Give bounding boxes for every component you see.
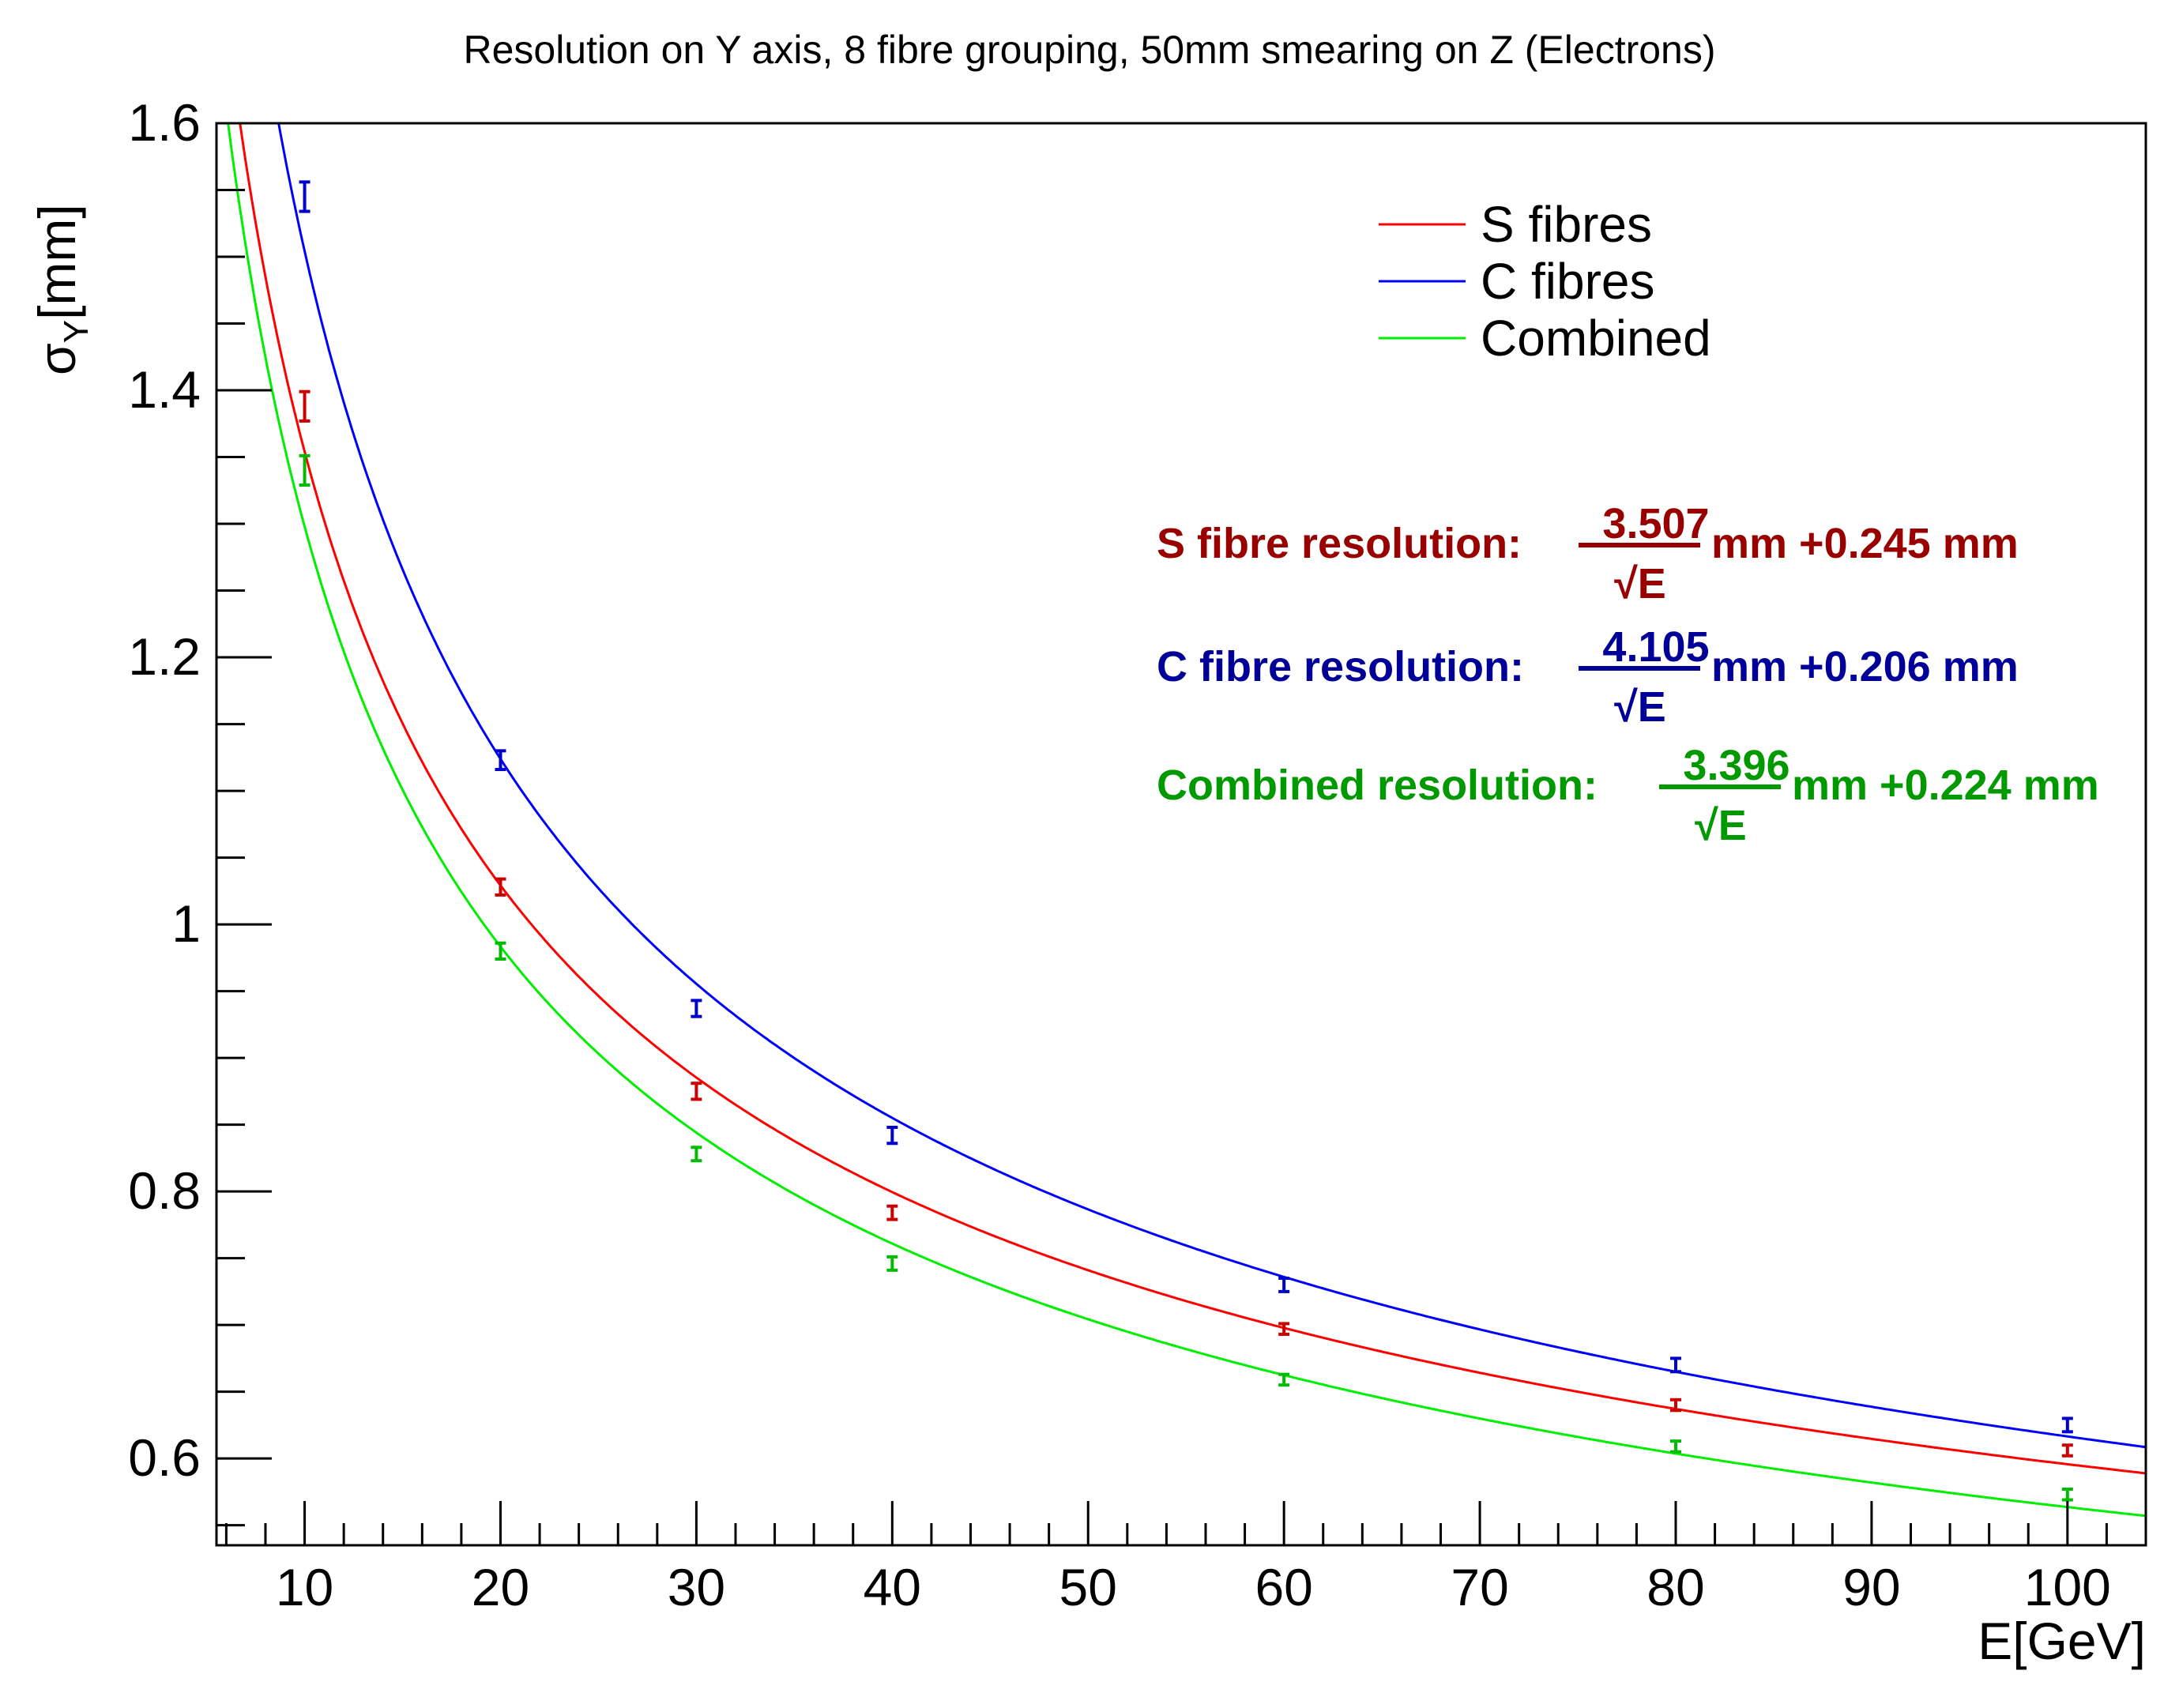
x-tick-label: 40 <box>864 1558 921 1616</box>
x-tick-label: 90 <box>1842 1558 1900 1616</box>
data-point-c-fibres <box>691 999 702 1018</box>
legend: S fibres C fibres Combined <box>1379 196 1711 367</box>
legend-label-c-fibres: C fibres <box>1481 253 1655 310</box>
data-point-c-fibres <box>1278 1276 1290 1293</box>
annotation-combined: Combined resolution: 3.396 √E mm +0.224 … <box>1157 742 2099 849</box>
data-point-s-fibres <box>2061 1443 2073 1458</box>
plot-frame <box>215 122 2147 1547</box>
chart-title: Resolution on Y axis, 8 fibre grouping, … <box>463 28 1715 72</box>
data-point-combined <box>495 941 506 961</box>
y-tick-label: 1 <box>171 894 201 953</box>
data-point-c-fibres <box>299 180 310 213</box>
x-tick-label: 100 <box>2024 1558 2111 1616</box>
x-tick-label: 30 <box>668 1558 725 1616</box>
y-label-unit: [mm] <box>28 204 86 320</box>
y-tick-label: 0.8 <box>128 1161 201 1220</box>
annotation-combined-numerator: 3.396 <box>1683 742 1789 789</box>
annotation-c-numerator: 4.105 <box>1602 623 1709 671</box>
data-point-combined <box>886 1255 898 1272</box>
annotation-combined-denominator: √E <box>1695 802 1747 849</box>
legend-label-combined: Combined <box>1481 310 1711 367</box>
x-tick-label: 20 <box>472 1558 529 1616</box>
x-axis-label: E[GeV] <box>1978 1612 2146 1670</box>
data-point-combined <box>2061 1488 2073 1502</box>
data-point-s-fibres <box>691 1082 702 1101</box>
annotation-s-label: S fibre resolution: <box>1157 520 1522 567</box>
data-points <box>299 180 2073 1502</box>
fit-curve-combined <box>227 123 2146 1518</box>
annotation-c-label: C fibre resolution: <box>1157 643 1524 690</box>
x-tick-label: 70 <box>1451 1558 1508 1616</box>
annotation-s-fibre: S fibre resolution: 3.507 √E mm +0.245 m… <box>1157 500 2019 608</box>
annotation-s-suffix: mm +0.245 mm <box>1711 520 2019 567</box>
fit-curve-c-fibres <box>277 123 2146 1449</box>
fit-curves <box>227 123 2146 1518</box>
data-point-combined <box>691 1146 702 1163</box>
y-axis-label: σY[mm] <box>28 204 96 375</box>
data-point-s-fibres <box>495 877 506 897</box>
data-point-combined <box>1278 1372 1290 1387</box>
y-label-sigma: σ <box>28 343 86 375</box>
data-point-s-fibres <box>886 1204 898 1221</box>
y-axis-ticks: 0.6 0.8 1 1.2 1.4 1.6 <box>128 93 272 1527</box>
annotation-combined-label: Combined resolution: <box>1157 762 1598 809</box>
data-point-s-fibres <box>299 389 310 423</box>
legend-label-s-fibres: S fibres <box>1481 196 1652 253</box>
annotation-s-denominator: √E <box>1614 560 1666 608</box>
x-tick-label: 60 <box>1255 1558 1312 1616</box>
y-tick-label: 1.4 <box>128 360 201 419</box>
y-tick-label: 1.6 <box>128 93 201 152</box>
annotation-c-denominator: √E <box>1614 683 1666 731</box>
annotation-c-fibre: C fibre resolution: 4.105 √E mm +0.206 m… <box>1157 623 2019 731</box>
annotation-combined-suffix: mm +0.224 mm <box>1792 762 2099 809</box>
y-tick-label: 1.2 <box>128 627 201 686</box>
data-point-c-fibres <box>886 1125 898 1146</box>
data-point-c-fibres <box>2061 1416 2073 1434</box>
x-tick-label: 80 <box>1646 1558 1704 1616</box>
data-point-s-fibres <box>1669 1398 1681 1413</box>
annotation-c-suffix: mm +0.206 mm <box>1711 643 2019 690</box>
annotation-s-numerator: 3.507 <box>1602 500 1709 547</box>
data-point-s-fibres <box>1278 1322 1290 1336</box>
x-tick-label: 10 <box>276 1558 333 1616</box>
fit-curve-s-fibres <box>239 123 2146 1475</box>
x-axis-ticks: 10 20 30 40 50 60 70 80 90 100 <box>224 1501 2147 1616</box>
y-tick-label: 0.6 <box>128 1428 201 1487</box>
data-point-c-fibres <box>495 749 506 772</box>
y-label-subscript: Y <box>57 320 96 343</box>
data-point-c-fibres <box>1669 1356 1681 1374</box>
data-point-combined <box>1669 1439 1681 1454</box>
x-tick-label: 50 <box>1059 1558 1117 1616</box>
data-point-combined <box>299 453 310 487</box>
